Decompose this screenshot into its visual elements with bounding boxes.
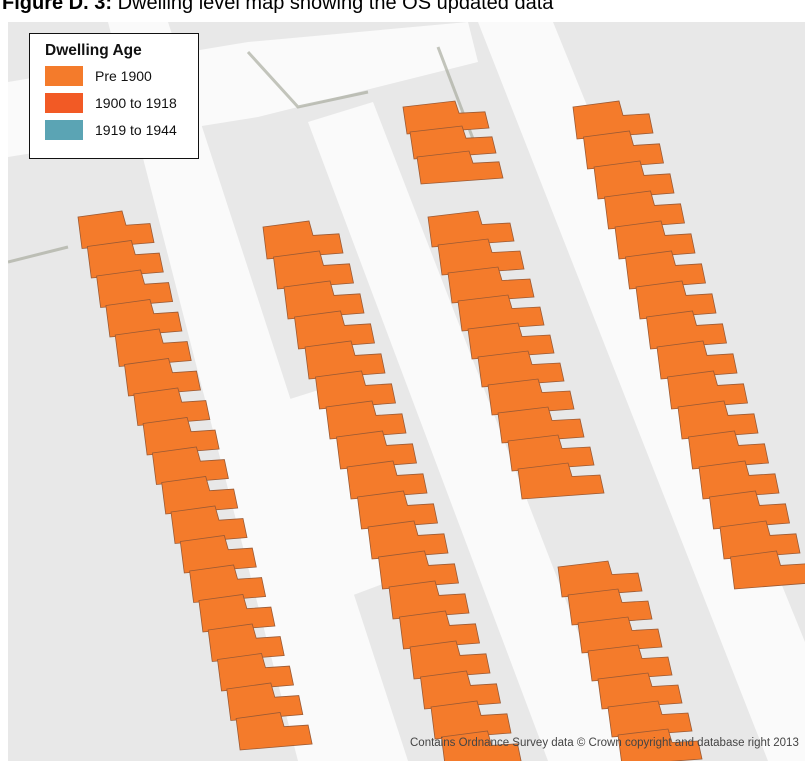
legend-label: 1919 to 1944	[95, 122, 177, 138]
legend-title: Dwelling Age	[45, 42, 198, 60]
caption-text: Dwelling level map showing the OS update…	[112, 0, 553, 14]
legend-swatch-pre-1900	[45, 66, 83, 86]
caption-prefix: Figure D. 3:	[2, 0, 112, 14]
figure-caption: Figure D. 3: Dwelling level map showing …	[2, 0, 553, 15]
legend-label: Pre 1900	[95, 68, 152, 84]
map-attribution: Contains Ordnance Survey data © Crown co…	[410, 737, 800, 749]
legend-item-1919-1944: 1919 to 1944	[45, 120, 198, 140]
legend-item-pre-1900: Pre 1900	[45, 66, 198, 86]
legend-swatch-1919-1944	[45, 120, 83, 140]
legend-item-1900-1918: 1900 to 1918	[45, 93, 198, 113]
legend-swatch-1900-1918	[45, 93, 83, 113]
map-legend: Dwelling Age Pre 1900 1900 to 1918 1919 …	[29, 33, 199, 159]
legend-label: 1900 to 1918	[95, 95, 177, 111]
